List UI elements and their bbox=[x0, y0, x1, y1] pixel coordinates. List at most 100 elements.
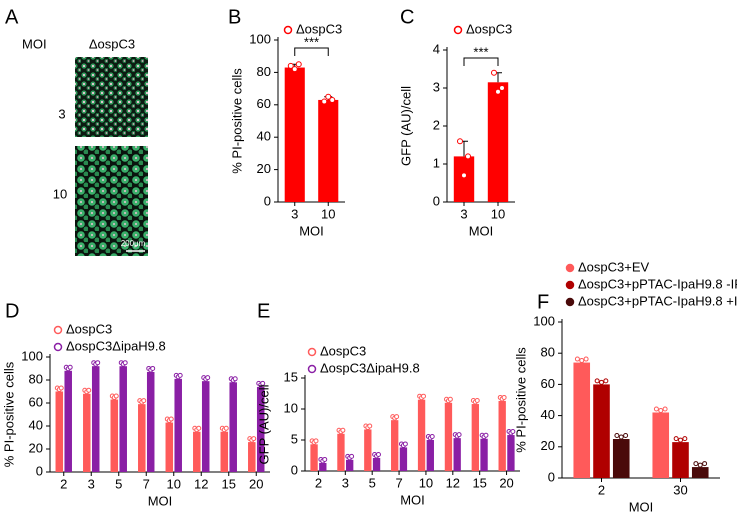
replicate-dot bbox=[618, 434, 624, 440]
micrograph bbox=[75, 57, 148, 137]
data-point bbox=[499, 85, 505, 91]
x-tick-label: 5 bbox=[115, 476, 122, 491]
replicate-dot bbox=[579, 358, 585, 364]
x-tick-label: 15 bbox=[222, 476, 236, 491]
x-axis-label: MOI bbox=[469, 223, 494, 238]
legend-label: ΔospC3+pPTAC-IpaH9.8 +IPTG bbox=[578, 293, 737, 308]
bar bbox=[391, 420, 399, 471]
replicate-dot bbox=[168, 416, 174, 422]
replicate-dot bbox=[594, 378, 600, 384]
legend-label: ΔospC3ΔipaH9.8 bbox=[66, 338, 166, 353]
replicate-dot bbox=[394, 414, 400, 420]
replicate-dot bbox=[232, 376, 238, 382]
legend-label: ΔospC3+EV bbox=[578, 259, 650, 274]
bar bbox=[165, 422, 174, 472]
y-tick-label: 100 bbox=[249, 31, 271, 46]
legend-marker bbox=[53, 325, 63, 335]
data-point bbox=[465, 153, 471, 160]
x-tick-label: 7 bbox=[395, 475, 402, 490]
y-axis-label: % PI-positive cells bbox=[513, 347, 528, 453]
replicate-dot bbox=[251, 436, 257, 442]
y-tick-label: 60 bbox=[541, 376, 555, 391]
y-tick-label: 5 bbox=[291, 431, 298, 446]
y-tick-label: 100 bbox=[533, 313, 555, 328]
bar bbox=[174, 378, 182, 472]
bar bbox=[229, 382, 237, 472]
replicate-dot bbox=[349, 453, 355, 459]
bar bbox=[91, 366, 100, 472]
legend-marker bbox=[283, 25, 293, 35]
row-label: MOI bbox=[22, 36, 47, 51]
bar bbox=[346, 459, 354, 471]
replicate-dot bbox=[113, 393, 119, 399]
bar bbox=[55, 391, 64, 472]
data-point bbox=[457, 138, 463, 145]
replicate-dot bbox=[260, 380, 266, 386]
significance-bracket bbox=[294, 47, 329, 56]
scale-bar-label: 200μm bbox=[121, 239, 146, 248]
legend-label: ΔospC3 bbox=[466, 21, 512, 36]
replicate-dot bbox=[205, 375, 211, 381]
replicate-dot bbox=[420, 393, 426, 399]
replicate-dot bbox=[429, 434, 435, 439]
bar bbox=[64, 370, 72, 472]
legend-marker bbox=[53, 342, 63, 352]
legend-label: ΔospC3ΔipaH9.8 bbox=[320, 360, 420, 375]
replicate-dot bbox=[678, 437, 683, 443]
panel-letter: C bbox=[400, 6, 414, 28]
data-point bbox=[495, 88, 501, 95]
y-tick-label: 15 bbox=[284, 369, 298, 384]
replicate-dot bbox=[95, 360, 101, 366]
bar bbox=[248, 442, 256, 472]
legend-marker bbox=[565, 280, 575, 290]
legend-marker bbox=[453, 25, 463, 35]
x-axis-label: MOI bbox=[629, 499, 654, 512]
data-point bbox=[291, 66, 298, 73]
y-tick-label: 20 bbox=[29, 440, 43, 455]
bar bbox=[319, 462, 327, 471]
row-value: 10 bbox=[53, 186, 67, 201]
replicate-dot bbox=[367, 423, 373, 429]
bar bbox=[453, 438, 461, 471]
y-tick-label: 60 bbox=[29, 394, 43, 409]
bar bbox=[573, 362, 591, 478]
y-tick-label: 40 bbox=[29, 417, 43, 432]
x-tick-label: 2 bbox=[315, 475, 322, 490]
replicate-dot bbox=[658, 407, 664, 413]
legend-marker bbox=[565, 263, 575, 273]
y-tick-label: 0 bbox=[548, 469, 555, 484]
replicate-dot bbox=[177, 372, 183, 378]
replicate-dot bbox=[483, 432, 489, 438]
y-axis-label: GFP (AU)/cell bbox=[398, 86, 413, 166]
y-tick-label: 0 bbox=[264, 193, 271, 208]
bar bbox=[364, 429, 372, 471]
x-tick-label: 5 bbox=[369, 475, 376, 490]
bar bbox=[399, 447, 408, 471]
legend-label: ΔospC3 bbox=[296, 21, 342, 36]
replicate-dot bbox=[510, 429, 516, 435]
panel-letter: F bbox=[537, 291, 549, 313]
bar bbox=[471, 404, 479, 471]
significance-bracket bbox=[463, 57, 499, 66]
legend-marker bbox=[307, 347, 317, 357]
replicate-dot bbox=[322, 456, 328, 462]
x-tick-label: 15 bbox=[472, 475, 486, 490]
y-tick-label: 4 bbox=[433, 41, 440, 56]
bar bbox=[318, 99, 339, 202]
data-point bbox=[329, 96, 336, 103]
bar bbox=[498, 400, 506, 471]
x-tick-label: 10 bbox=[491, 206, 505, 221]
bar bbox=[220, 431, 229, 472]
y-axis-label: % PI-positive cells bbox=[229, 68, 244, 174]
y-tick-label: 60 bbox=[257, 96, 271, 111]
y-tick-label: 20 bbox=[541, 438, 555, 453]
y-tick-label: 40 bbox=[257, 129, 271, 144]
bar bbox=[480, 438, 488, 471]
replicate-dot bbox=[662, 406, 668, 412]
replicate-dot bbox=[313, 438, 319, 444]
panel-letter: D bbox=[5, 300, 19, 322]
bar bbox=[110, 399, 119, 472]
replicate-dot bbox=[673, 436, 679, 442]
y-tick-label: 100 bbox=[21, 348, 43, 363]
row-value: 3 bbox=[58, 106, 65, 121]
